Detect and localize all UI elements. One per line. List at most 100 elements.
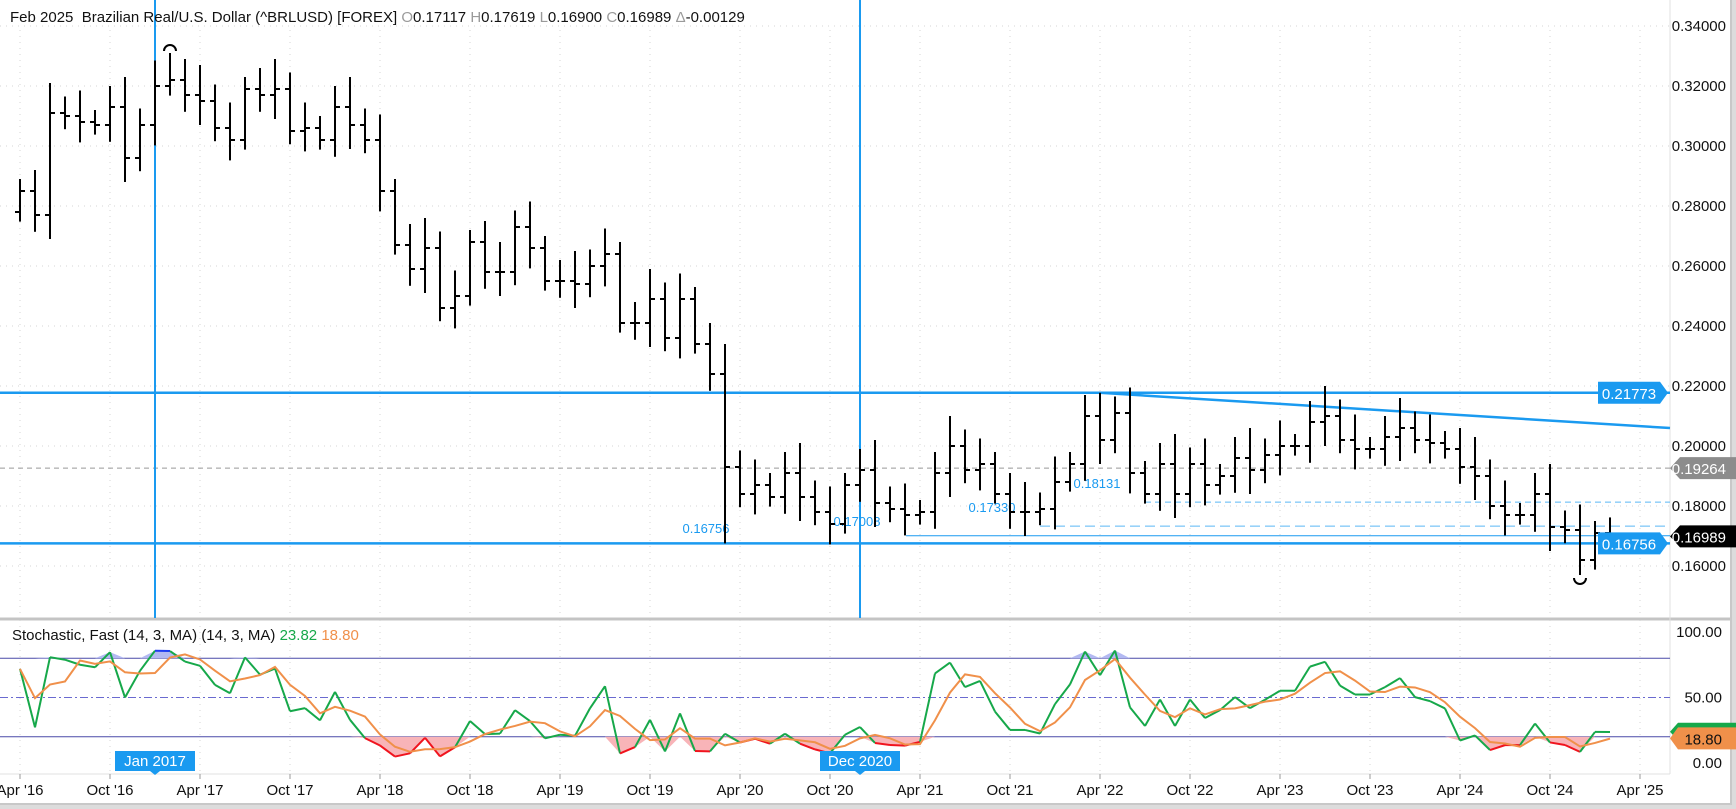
ohlc-bar xyxy=(765,473,775,507)
ohlc-bar xyxy=(330,86,340,157)
stochastic-k-segment xyxy=(1414,696,1431,703)
stochastic-k-segment xyxy=(49,656,66,661)
stochastic-k-value: 23.82 xyxy=(279,627,318,644)
price-axis-label: 0.20000 xyxy=(1672,438,1726,455)
stochastic-k-segment xyxy=(919,673,936,743)
ohlc-bar xyxy=(1260,438,1270,484)
ohlc-bar xyxy=(1140,461,1150,504)
stochastic-k-segment xyxy=(1474,734,1491,751)
ohlc-bar xyxy=(870,440,880,527)
time-axis-label: Oct '22 xyxy=(1166,782,1213,799)
stochastic-k-segment xyxy=(214,683,231,695)
ohlc-bar xyxy=(780,452,790,514)
stochastic-k-segment xyxy=(94,651,111,668)
resistance-badge: 0.21773 xyxy=(1602,386,1656,403)
date-pill-pointer xyxy=(150,771,160,775)
time-axis-label: Apr '21 xyxy=(896,782,943,799)
ohlc-bar xyxy=(1425,414,1435,464)
stochastic-axis-label: 100.00 xyxy=(1676,624,1722,641)
ohlc-bar xyxy=(435,231,445,322)
stochastic-k-segment xyxy=(1459,734,1476,742)
stochastic-k-segment xyxy=(319,691,336,721)
date-pill-bg xyxy=(820,751,900,771)
trendline[interactable] xyxy=(1099,391,1671,430)
stochastic-k-segment xyxy=(994,710,1011,731)
time-axis-label: Apr '20 xyxy=(716,782,763,799)
ohlc-bar xyxy=(1020,482,1030,536)
stochastic-k-segment xyxy=(1519,722,1536,746)
time-axis-label: Oct '19 xyxy=(626,782,673,799)
stochastic-k-segment xyxy=(589,685,606,709)
stochastic-k-segment xyxy=(1579,731,1596,753)
time-axis-label: Apr '17 xyxy=(176,782,223,799)
ohlc-bar xyxy=(1380,416,1390,466)
ohlc-bar xyxy=(300,102,310,152)
stochastic-k-segment xyxy=(964,680,981,689)
stochastic-k-segment xyxy=(1264,689,1281,701)
stochastic-k-segment xyxy=(799,742,816,751)
time-axis-label: Apr '23 xyxy=(1256,782,1303,799)
ohlc-bar xyxy=(630,302,640,340)
stochastic-k-segment xyxy=(1099,649,1116,676)
date-pill-bg xyxy=(115,751,195,771)
ohlc-bar xyxy=(1035,492,1045,526)
ohlc-bar xyxy=(285,72,295,145)
stochastic-k-segment xyxy=(544,733,561,740)
price-axis-label: 0.30000 xyxy=(1672,138,1726,155)
ohlc-bar xyxy=(420,218,430,293)
stochastic-k-segment xyxy=(1534,722,1551,744)
stochastic-k-segment xyxy=(124,670,141,698)
stochastic-k-segment xyxy=(1324,661,1341,687)
ohlc-bar xyxy=(495,242,505,296)
level-annotation: 0.16756 xyxy=(683,521,730,536)
stochastic-k-segment xyxy=(19,668,36,728)
stochastic-k-segment xyxy=(1054,683,1071,705)
stochastic-k-segment xyxy=(1294,666,1311,692)
ohlc-bar xyxy=(540,236,550,291)
price-axis-label: 0.28000 xyxy=(1672,198,1726,215)
ohlc-bar xyxy=(615,242,625,333)
stochastic-label: Stochastic, Fast (14, 3, MA) (14, 3, MA) xyxy=(12,627,276,644)
price-axis-label: 0.26000 xyxy=(1672,258,1726,275)
last-price-badge: 0.16989 xyxy=(1672,529,1726,546)
stochastic-k-segment xyxy=(1204,709,1221,719)
stochastic-axis-label: 0.00 xyxy=(1693,755,1722,772)
ohlc-bar xyxy=(750,459,760,515)
price-axis-label: 0.32000 xyxy=(1672,78,1726,95)
prior-close-badge: 0.19264 xyxy=(1672,461,1726,478)
ohlc-bar xyxy=(450,270,460,329)
ohlc-bar xyxy=(1275,420,1285,476)
stochastic-k-segment xyxy=(829,734,846,754)
ohlc-bar xyxy=(855,449,865,502)
ohlc-bar xyxy=(90,110,100,135)
stochastic-k-segment xyxy=(679,713,696,752)
period: Feb 2025 xyxy=(10,9,74,26)
ohlc-bar xyxy=(570,251,580,308)
time-axis-label: Apr '16 xyxy=(0,782,44,799)
ohlc-bar xyxy=(825,486,835,545)
stochastic-k-segment xyxy=(274,668,291,712)
ohlc-bar xyxy=(360,108,370,154)
change-key: Δ xyxy=(675,9,686,26)
stochastic-k-segment xyxy=(1129,706,1146,727)
ohlc-bar xyxy=(1125,387,1135,494)
time-axis-label: Apr '24 xyxy=(1436,782,1483,799)
ohlc-bar xyxy=(1470,437,1480,500)
stochastic-d-value: 18.80 xyxy=(321,627,359,644)
stochastic-k-segment xyxy=(454,720,471,748)
stochastic-k-segment xyxy=(889,743,906,747)
ohlc-bar xyxy=(195,65,205,125)
stochastic-k-segment xyxy=(1489,744,1506,751)
open-key: O xyxy=(401,9,414,26)
prior-close-badge-bg xyxy=(1670,457,1736,480)
ohlc-bar xyxy=(585,249,595,298)
ohlc-bar xyxy=(315,116,325,150)
time-axis-label: Oct '24 xyxy=(1526,782,1573,799)
ohlc-bar xyxy=(465,230,475,306)
ohlc-bar xyxy=(1560,510,1570,544)
ohlc-bar xyxy=(270,59,280,119)
price-axis-label: 0.22000 xyxy=(1672,378,1726,395)
ohlc-bar xyxy=(1410,411,1420,454)
